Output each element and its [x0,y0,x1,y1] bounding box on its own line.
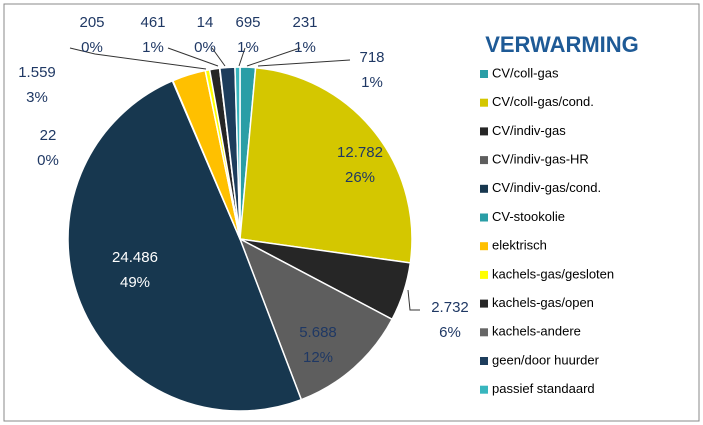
value-label: 695 [235,14,260,31]
legend-label: geen/door huurder [492,352,600,367]
legend-label: CV/indiv-gas [492,123,566,138]
legend-swatch [480,184,488,193]
legend-swatch [480,156,488,165]
percent-label: 0% [194,39,216,56]
percent-label: 12% [303,349,333,366]
legend-label: passief standaard [492,381,595,396]
legend-label: kachels-gas/gesloten [492,266,614,281]
leader-line [257,59,351,67]
legend-label: CV-stookolie [492,209,565,224]
legend-label: CV/indiv-gas-HR [492,152,589,167]
legend-swatch [480,357,488,365]
leader-line [407,289,420,311]
value-label: 24.486 [112,249,158,266]
value-label: 718 [359,49,384,66]
value-label: 231 [292,14,317,31]
percent-label: 26% [345,169,375,186]
pie-slice [239,66,413,264]
leader-line [238,47,246,67]
legend-label: CV/coll-gas [492,65,559,80]
percent-label: 1% [142,39,164,56]
leader-line [246,47,301,67]
percent-label: 6% [439,324,461,341]
pie-slice [67,79,303,412]
value-label: 205 [79,14,104,31]
pie-slice [238,237,394,401]
percent-label: 0% [81,39,103,56]
legend-label: kachels-andere [492,324,581,339]
legend-swatch [480,127,488,136]
legend-swatch [480,299,488,308]
legend-label: elektrisch [492,238,547,253]
leader-line [211,47,226,67]
value-label: 5.688 [299,324,337,341]
leader-lines [69,47,420,311]
percent-label: 1% [294,39,316,56]
percent-label: 1% [361,74,383,91]
legend-label: CV/coll-gas/cond. [492,94,594,109]
legend-label: CV/indiv-gas/cond. [492,180,601,195]
percent-label: 1% [237,39,259,56]
percent-label: 3% [26,89,48,106]
pie-slice [234,66,241,240]
leader-line [69,47,207,70]
value-label: 22 [40,127,57,144]
chart-title: VERWARMING [485,32,639,57]
legend-swatch [480,70,488,78]
legend-swatch [480,328,488,337]
legend-label: kachels-gas/open [492,295,594,310]
value-label: 461 [140,14,165,31]
legend-swatch [480,242,488,251]
percent-label: 49% [120,274,150,291]
value-label: 2.732 [431,299,469,316]
value-label: 12.782 [337,144,383,161]
leader-line [167,47,219,67]
legend-swatch [480,213,488,222]
legend-swatch [480,98,488,107]
legend-swatch [480,270,488,279]
percent-label: 0% [37,152,59,169]
legend-swatch [480,385,488,394]
value-label: 1.559 [18,64,56,81]
value-label: 14 [197,14,214,31]
